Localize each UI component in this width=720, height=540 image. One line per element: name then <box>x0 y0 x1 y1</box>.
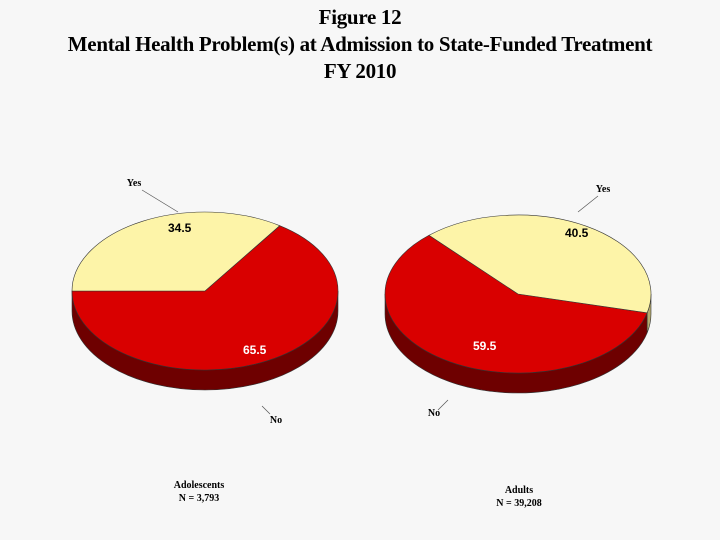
pie-callout-adults-yes: Yes <box>596 184 611 195</box>
pie-name-adolescents: Adolescents <box>173 480 225 491</box>
chart-title: Mental Health Problem(s) at Admission to… <box>67 32 653 56</box>
pie-slice-adults-no <box>384 234 648 374</box>
pie-n-adolescents: N = 3,793 <box>178 493 220 504</box>
pie-value-adults-yes: 40.5 <box>565 226 589 240</box>
pie-leader-adults-no <box>437 399 449 411</box>
figure-label: Figure 12 <box>318 5 402 29</box>
pie-slice-adolescents-no <box>71 225 339 371</box>
chart-title-block: Figure 12 Mental Health Problem(s) at Ad… <box>0 4 720 85</box>
pie-leader-adolescents-yes <box>141 189 179 213</box>
pie-callout-adolescents-yes: Yes <box>127 178 142 189</box>
pie-caption-adults: Adults N = 39,208 <box>449 484 589 510</box>
chart-subtitle: FY 2010 <box>323 59 397 83</box>
pie-slice-adults-yes <box>428 214 652 314</box>
pie-caption-adolescents: Adolescents N = 3,793 <box>129 479 269 505</box>
pie-callout-adults-no: No <box>428 408 440 419</box>
pie-name-adults: Adults <box>504 485 534 496</box>
pie-callout-adolescents-no: No <box>270 415 282 426</box>
pie-slice-adolescents-yes <box>71 211 281 292</box>
pie-value-adolescents-yes: 34.5 <box>168 221 192 235</box>
pie-n-adults: N = 39,208 <box>496 498 542 509</box>
pie-leader-adolescents-no <box>261 405 271 415</box>
pie-leader-adults-yes <box>577 195 599 213</box>
pie-value-adults-no: 59.5 <box>473 339 497 353</box>
pie-value-adolescents-no: 65.5 <box>243 343 267 357</box>
